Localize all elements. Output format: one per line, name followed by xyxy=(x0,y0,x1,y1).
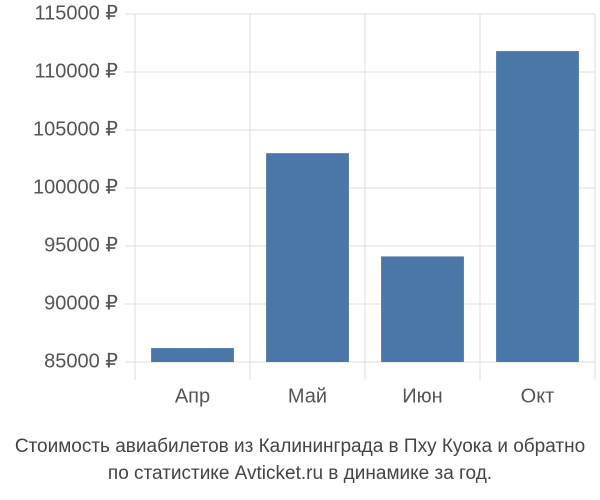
y-tick-label: 115000 ₽ xyxy=(34,2,118,24)
y-tick-label: 85000 ₽ xyxy=(44,350,118,372)
y-tick-label: 95000 ₽ xyxy=(44,234,118,256)
y-tick-label: 110000 ₽ xyxy=(34,60,118,82)
bar xyxy=(151,348,234,362)
y-tick-label: 100000 ₽ xyxy=(33,176,118,198)
bar xyxy=(266,153,349,362)
chart-subtitle: по статистике Avticket.ru в динамике за … xyxy=(108,463,492,484)
y-tick-label: 90000 ₽ xyxy=(44,292,118,314)
x-tick-label: Окт xyxy=(521,385,555,407)
chart-title: Стоимость авиабилетов из Калининграда в … xyxy=(15,436,585,457)
x-tick-label: Апр xyxy=(175,385,210,407)
x-tick-label: Май xyxy=(288,385,327,407)
bar xyxy=(496,51,579,363)
bar xyxy=(381,256,464,362)
y-tick-label: 105000 ₽ xyxy=(33,118,118,140)
x-tick-label: Июн xyxy=(402,385,442,407)
